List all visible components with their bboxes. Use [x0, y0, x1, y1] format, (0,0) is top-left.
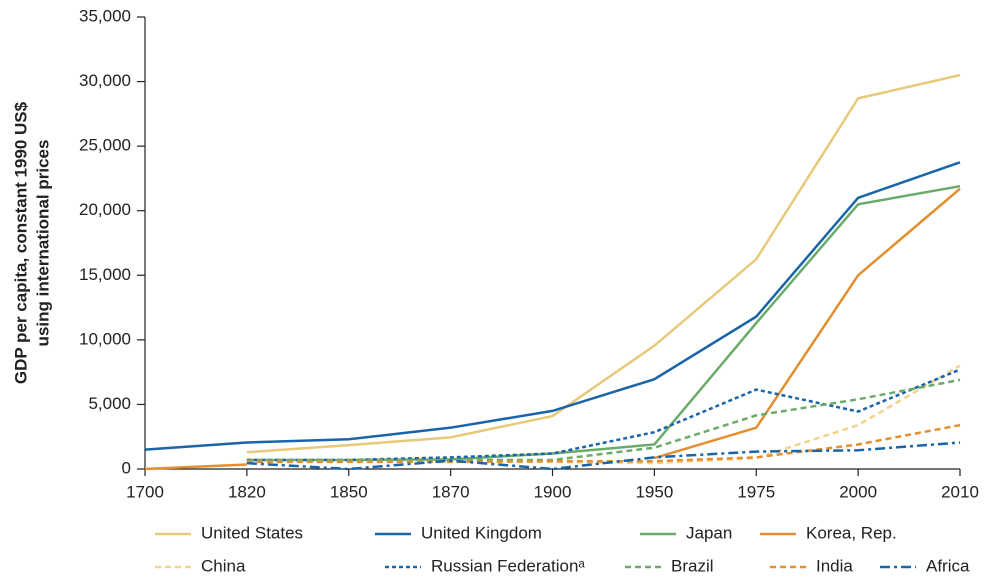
y-tick-label: 20,000 — [79, 200, 131, 219]
series-line — [246, 184, 961, 462]
x-tick-label: 1975 — [737, 482, 775, 501]
y-tick-label: 10,000 — [79, 329, 131, 348]
y-axis-label: GDP per capita, constant 1990 US$ — [11, 101, 30, 384]
legend-label: Brazil — [671, 556, 714, 575]
series-line — [246, 423, 961, 464]
legend-label: Korea, Rep. — [806, 523, 897, 542]
legend-label: Africa — [926, 556, 970, 575]
x-tick-label: 1900 — [534, 482, 572, 501]
y-tick-label: 25,000 — [79, 136, 131, 155]
y-axis-label: using international prices — [33, 140, 52, 347]
legend-label: India — [816, 556, 853, 575]
series-line — [144, 187, 961, 471]
x-tick-label: 2000 — [839, 482, 877, 501]
series-line — [246, 368, 961, 462]
series-line — [144, 161, 961, 451]
x-tick-label: 1850 — [330, 482, 368, 501]
x-tick-label: 1820 — [228, 482, 266, 501]
legend-label: United States — [201, 523, 303, 542]
series-line — [246, 378, 961, 462]
x-tick-label: 2010 — [941, 482, 979, 501]
y-tick-label: 15,000 — [79, 265, 131, 284]
y-tick-label: 0 — [122, 458, 131, 477]
series-line — [246, 73, 961, 454]
x-tick-label: 1700 — [126, 482, 164, 501]
y-tick-label: 35,000 — [79, 6, 131, 25]
legend-label: Russian Federationᵃ — [431, 556, 585, 575]
series-line — [246, 441, 961, 471]
legend-label: China — [201, 556, 246, 575]
y-tick-label: 30,000 — [79, 71, 131, 90]
x-tick-label: 1870 — [432, 482, 470, 501]
legend-label: United Kingdom — [421, 523, 542, 542]
x-tick-label: 1950 — [635, 482, 673, 501]
y-tick-label: 5,000 — [88, 394, 131, 413]
legend-label: Japan — [686, 523, 732, 542]
